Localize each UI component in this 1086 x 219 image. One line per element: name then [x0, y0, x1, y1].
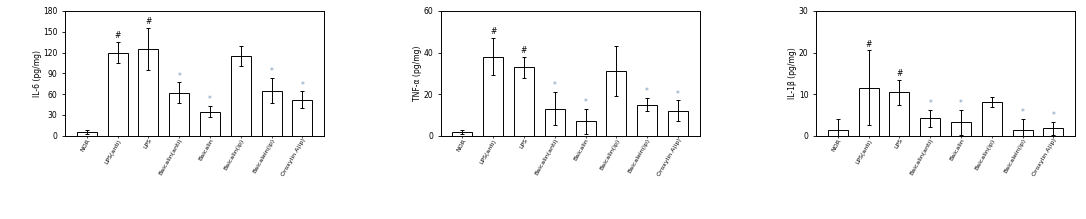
- Bar: [200, 111, 220, 136]
- Y-axis label: IL-6 (pg/mg): IL-6 (pg/mg): [33, 50, 41, 97]
- Bar: [292, 100, 313, 136]
- Text: *: *: [209, 95, 212, 104]
- Bar: [77, 132, 97, 136]
- Text: *: *: [1051, 111, 1056, 120]
- Bar: [514, 67, 534, 136]
- Text: #: #: [490, 27, 496, 36]
- Text: *: *: [959, 99, 963, 108]
- Bar: [920, 118, 940, 136]
- Y-axis label: TNF-α (pg/mg): TNF-α (pg/mg): [413, 46, 421, 101]
- Text: *: *: [301, 81, 304, 90]
- Bar: [108, 53, 128, 136]
- Bar: [668, 111, 687, 136]
- Bar: [545, 109, 565, 136]
- Text: *: *: [583, 98, 588, 107]
- Text: *: *: [553, 81, 557, 90]
- Text: *: *: [1021, 108, 1024, 117]
- Y-axis label: IL-1β (pg/mg): IL-1β (pg/mg): [788, 48, 797, 99]
- Text: #: #: [114, 31, 121, 40]
- Text: *: *: [675, 90, 680, 99]
- Text: #: #: [866, 40, 872, 49]
- Bar: [889, 92, 909, 136]
- Bar: [637, 105, 657, 136]
- Text: *: *: [269, 67, 274, 76]
- Bar: [169, 93, 189, 136]
- Bar: [483, 57, 503, 136]
- Bar: [1044, 128, 1063, 136]
- Bar: [262, 91, 281, 136]
- Text: #: #: [146, 18, 152, 26]
- Bar: [606, 71, 627, 136]
- Text: *: *: [645, 87, 649, 96]
- Bar: [859, 88, 879, 136]
- Text: *: *: [929, 99, 932, 108]
- Bar: [1012, 130, 1033, 136]
- Bar: [576, 121, 595, 136]
- Bar: [982, 102, 1001, 136]
- Text: #: #: [521, 46, 527, 55]
- Bar: [139, 49, 159, 136]
- Text: #: #: [896, 69, 902, 78]
- Bar: [951, 122, 971, 136]
- Bar: [453, 132, 472, 136]
- Bar: [828, 130, 848, 136]
- Bar: [231, 56, 251, 136]
- Text: *: *: [177, 72, 181, 81]
